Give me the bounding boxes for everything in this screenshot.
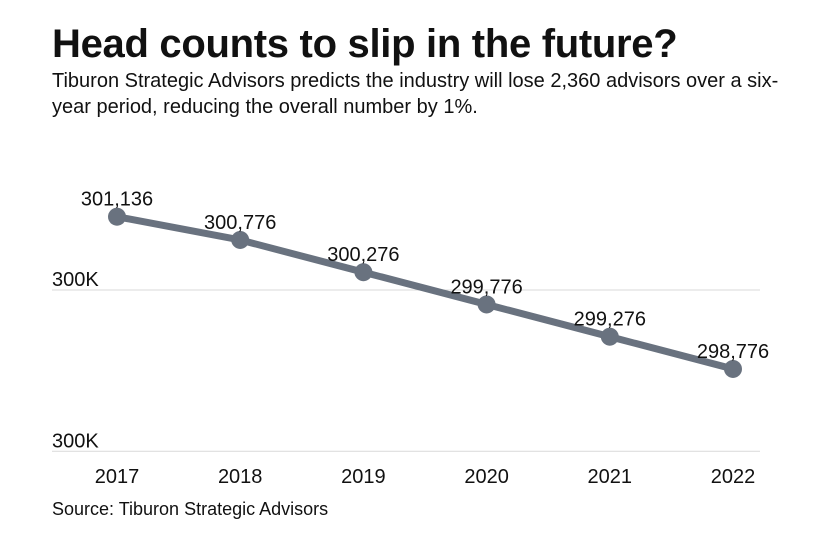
y-tick-label: 300K xyxy=(52,430,99,452)
data-label: 301,136 xyxy=(81,189,153,211)
x-tick-label: 2022 xyxy=(711,466,756,488)
data-point xyxy=(600,327,619,346)
chart-title: Head counts to slip in the future? xyxy=(52,22,678,66)
x-tick-label: 2021 xyxy=(588,466,633,488)
y-tick-label: 300K xyxy=(52,269,99,291)
data-point xyxy=(231,230,250,249)
x-tick-label: 2019 xyxy=(341,466,386,488)
x-tick-label: 2020 xyxy=(464,466,509,488)
x-tick-label: 2017 xyxy=(95,466,140,488)
data-label: 299,776 xyxy=(450,276,522,298)
data-point xyxy=(108,207,126,226)
data-point xyxy=(477,295,496,314)
data-label: 299,276 xyxy=(574,309,646,331)
data-label: 300,276 xyxy=(327,244,399,266)
data-label: 298,776 xyxy=(697,341,769,363)
data-point xyxy=(724,359,742,378)
series-line xyxy=(113,213,737,373)
data-point xyxy=(354,263,373,282)
x-tick-label: 2018 xyxy=(218,466,263,488)
data-label: 300,776 xyxy=(204,212,276,234)
source-note: Source: Tiburon Strategic Advisors xyxy=(52,499,329,519)
chart-subtitle: Tiburon Strategic Advisors predicts the … xyxy=(52,70,779,118)
